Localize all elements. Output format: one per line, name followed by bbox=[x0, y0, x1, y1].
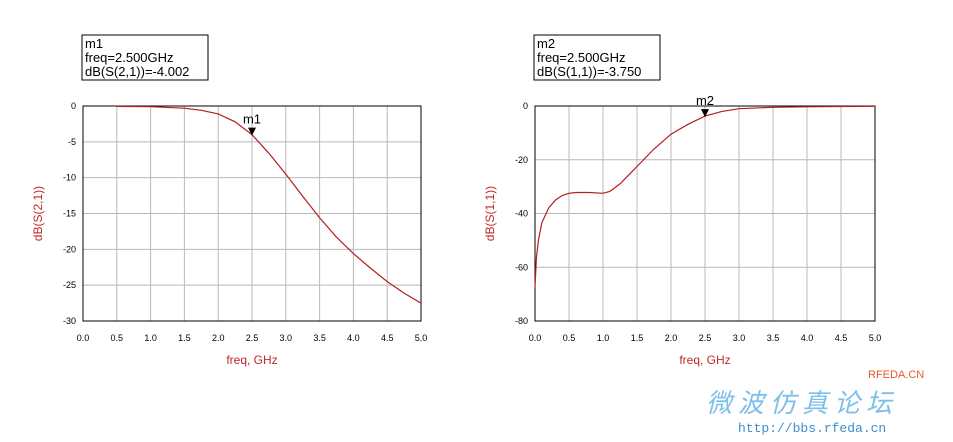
y-tick-label: -20 bbox=[63, 244, 76, 254]
marker-readout-line: m1 bbox=[85, 36, 103, 51]
series-line bbox=[116, 105, 422, 304]
y-tick-label: -30 bbox=[63, 316, 76, 326]
x-tick-label: 2.0 bbox=[212, 333, 225, 343]
x-tick-label: 3.5 bbox=[313, 333, 326, 343]
x-tick-label: 2.5 bbox=[699, 333, 712, 343]
marker-triangle bbox=[701, 109, 709, 118]
x-tick-label: 0.5 bbox=[111, 333, 124, 343]
marker-readout-line: freq=2.500GHz bbox=[537, 50, 626, 65]
marker-readout-line: dB(S(2,1))=-4.002 bbox=[85, 64, 189, 79]
x-tick-label: 2.0 bbox=[665, 333, 678, 343]
y-tick-label: -10 bbox=[63, 173, 76, 183]
chart-1: 0.0 0.5 1.0 1.5 2.0 2.5 3.0 3.5 4.0 4.5 5.0 0 -5 -10 -… bbox=[31, 34, 428, 367]
watermark-site: RFEDA.CN bbox=[868, 369, 924, 381]
watermark-title: 微波仿真论坛 bbox=[706, 389, 898, 419]
watermark: RFEDA.CN 微波仿真论坛 http://bbs.rfeda.cn bbox=[706, 369, 924, 436]
y-tick-label: -60 bbox=[515, 262, 528, 272]
x-tick-label: 5.0 bbox=[415, 333, 428, 343]
y-tick-label: -25 bbox=[63, 280, 76, 290]
x-tick-label: 4.5 bbox=[835, 333, 848, 343]
series-line bbox=[534, 105, 876, 288]
x-tick-label: 1.5 bbox=[631, 333, 644, 343]
marker-readout-box bbox=[533, 34, 661, 81]
y-tick-label: 0 bbox=[71, 101, 76, 111]
marker-readout-line: freq=2.500GHz bbox=[85, 50, 174, 65]
x-tick-label: 0.0 bbox=[529, 333, 542, 343]
x-tick-label: 4.0 bbox=[801, 333, 814, 343]
x-tick-label: 3.0 bbox=[280, 333, 293, 343]
y-tick-label: -5 bbox=[68, 137, 76, 147]
x-axis-label: freq, GHz bbox=[679, 353, 730, 367]
x-tick-label: 0.0 bbox=[77, 333, 90, 343]
marker-readout-box bbox=[81, 34, 209, 81]
plots: 0.0 0.5 1.0 1.5 2.0 2.5 3.0 3.5 4.0 4.5 5.0 0 -5 -10 -… bbox=[31, 34, 882, 367]
plot-frame bbox=[534, 105, 876, 322]
y-tick-label: -80 bbox=[515, 316, 528, 326]
marker-triangle bbox=[248, 127, 256, 136]
y-tick-label: -15 bbox=[63, 209, 76, 219]
y-tick-label: -40 bbox=[515, 209, 528, 219]
y-tick-label: 0 bbox=[523, 101, 528, 111]
y-axis-label: dB(S(2,1)) bbox=[31, 186, 45, 241]
y-axis-label: dB(S(1,1)) bbox=[483, 186, 497, 241]
marker-label: m2 bbox=[696, 93, 714, 108]
x-tick-label: 3.0 bbox=[733, 333, 746, 343]
x-tick-label: 1.0 bbox=[597, 333, 610, 343]
x-tick-label: 4.0 bbox=[347, 333, 360, 343]
chart-2: 0.0 0.5 1.0 1.5 2.0 2.5 3.0 3.5 4.0 4.5 5.0 0 -20 -40… bbox=[483, 34, 882, 367]
x-tick-label: 3.5 bbox=[767, 333, 780, 343]
x-tick-label: 4.5 bbox=[381, 333, 394, 343]
x-tick-label: 1.5 bbox=[178, 333, 191, 343]
watermark-url: http://bbs.rfeda.cn bbox=[738, 421, 886, 436]
marker-readout-line: m2 bbox=[537, 36, 555, 51]
x-tick-label: 2.5 bbox=[246, 333, 259, 343]
x-tick-label: 5.0 bbox=[869, 333, 882, 343]
y-tick-label: -20 bbox=[515, 155, 528, 165]
marker-label: m1 bbox=[243, 112, 261, 127]
plot-frame bbox=[82, 105, 422, 322]
x-axis-label: freq, GHz bbox=[226, 353, 277, 367]
x-tick-label: 0.5 bbox=[563, 333, 576, 343]
x-tick-label: 1.0 bbox=[144, 333, 157, 343]
marker-readout-line: dB(S(1,1))=-3.750 bbox=[537, 64, 641, 79]
